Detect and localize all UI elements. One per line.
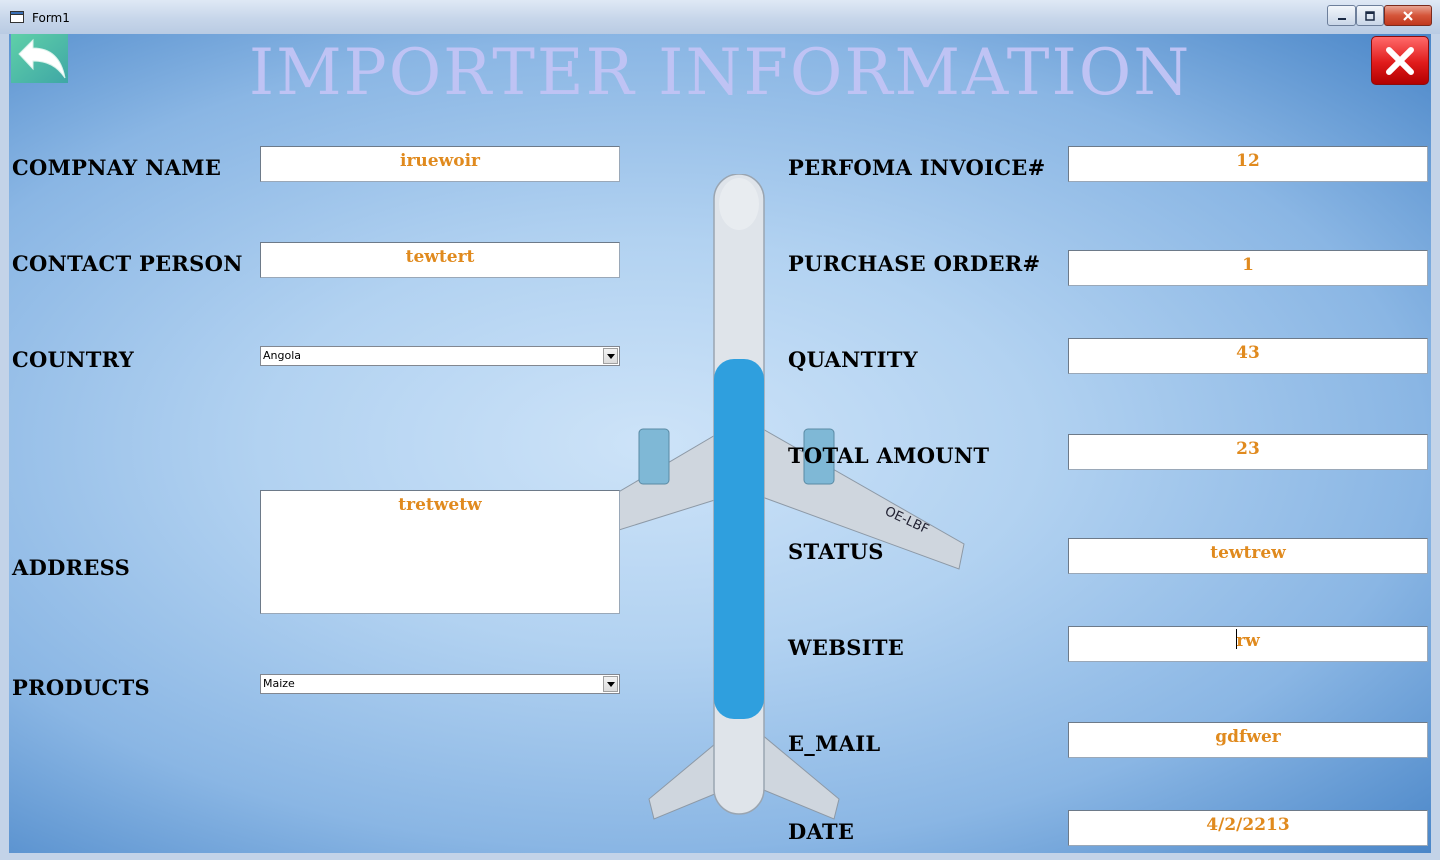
page-title: Importer Information	[248, 36, 1192, 110]
window-titlebar[interactable]: Form1	[0, 0, 1440, 35]
email-label: E_MAIL	[788, 731, 881, 756]
maximize-button[interactable]	[1356, 5, 1384, 26]
country-label: COUNTRY	[12, 347, 135, 372]
purchase-order-label: PURCHASE ORDER#	[788, 251, 1041, 276]
total-amount-input[interactable]: 23	[1068, 434, 1428, 470]
exit-button[interactable]	[1371, 36, 1429, 85]
address-label: ADDRESS	[12, 555, 131, 580]
purchase-order-input[interactable]: 1	[1068, 250, 1428, 286]
address-textarea[interactable]: tretwetw	[260, 490, 620, 614]
app-icon	[10, 11, 24, 23]
country-dropdown-button[interactable]	[603, 348, 618, 364]
form-client-area: OE-LBF Importer Information COMPNAY NAME…	[9, 34, 1431, 853]
minimize-icon	[1337, 17, 1346, 20]
website-label: WEBSITE	[788, 635, 905, 660]
date-label: DATE	[788, 819, 855, 844]
website-input[interactable]: rw	[1068, 626, 1428, 662]
minimize-button[interactable]	[1327, 5, 1356, 26]
products-label: PRODUCTS	[12, 675, 150, 700]
company-name-input[interactable]: iruewoir	[260, 146, 620, 182]
chevron-down-icon	[606, 353, 615, 359]
window-close-button[interactable]	[1384, 5, 1432, 26]
window-frame-bottom	[0, 853, 1440, 860]
back-button[interactable]	[11, 34, 68, 83]
company-name-label: COMPNAY NAME	[12, 155, 222, 180]
text-caret	[1236, 629, 1237, 649]
quantity-input[interactable]: 43	[1068, 338, 1428, 374]
country-selected-value: Angola	[263, 349, 302, 362]
quantity-label: QUANTITY	[788, 347, 918, 372]
products-select[interactable]: Maize	[260, 674, 620, 694]
window-frame-left	[0, 34, 9, 860]
status-input[interactable]: tewtrew	[1068, 538, 1428, 574]
back-arrow-icon	[18, 38, 66, 79]
maximize-icon	[1365, 10, 1375, 21]
airplane-image: OE-LBF	[563, 174, 965, 820]
close-icon	[1403, 10, 1413, 21]
perfoma-invoice-input[interactable]: 12	[1068, 146, 1428, 182]
products-selected-value: Maize	[263, 677, 295, 690]
contact-person-label: CONTACT PERSON	[12, 251, 243, 276]
country-select[interactable]: Angola	[260, 346, 620, 366]
total-amount-label: TOTAL AMOUNT	[788, 443, 990, 468]
window-frame-right	[1431, 34, 1440, 860]
products-dropdown-button[interactable]	[603, 676, 618, 692]
email-input[interactable]: gdfwer	[1068, 722, 1428, 758]
window-title: Form1	[32, 11, 70, 25]
status-label: STATUS	[788, 539, 884, 564]
date-input[interactable]: 4/2/2213	[1068, 810, 1428, 846]
chevron-down-icon	[606, 681, 615, 687]
perfoma-invoice-label: PERFOMA INVOICE#	[788, 155, 1046, 180]
contact-person-input[interactable]: tewtert	[260, 242, 620, 278]
close-x-icon	[1386, 46, 1414, 75]
